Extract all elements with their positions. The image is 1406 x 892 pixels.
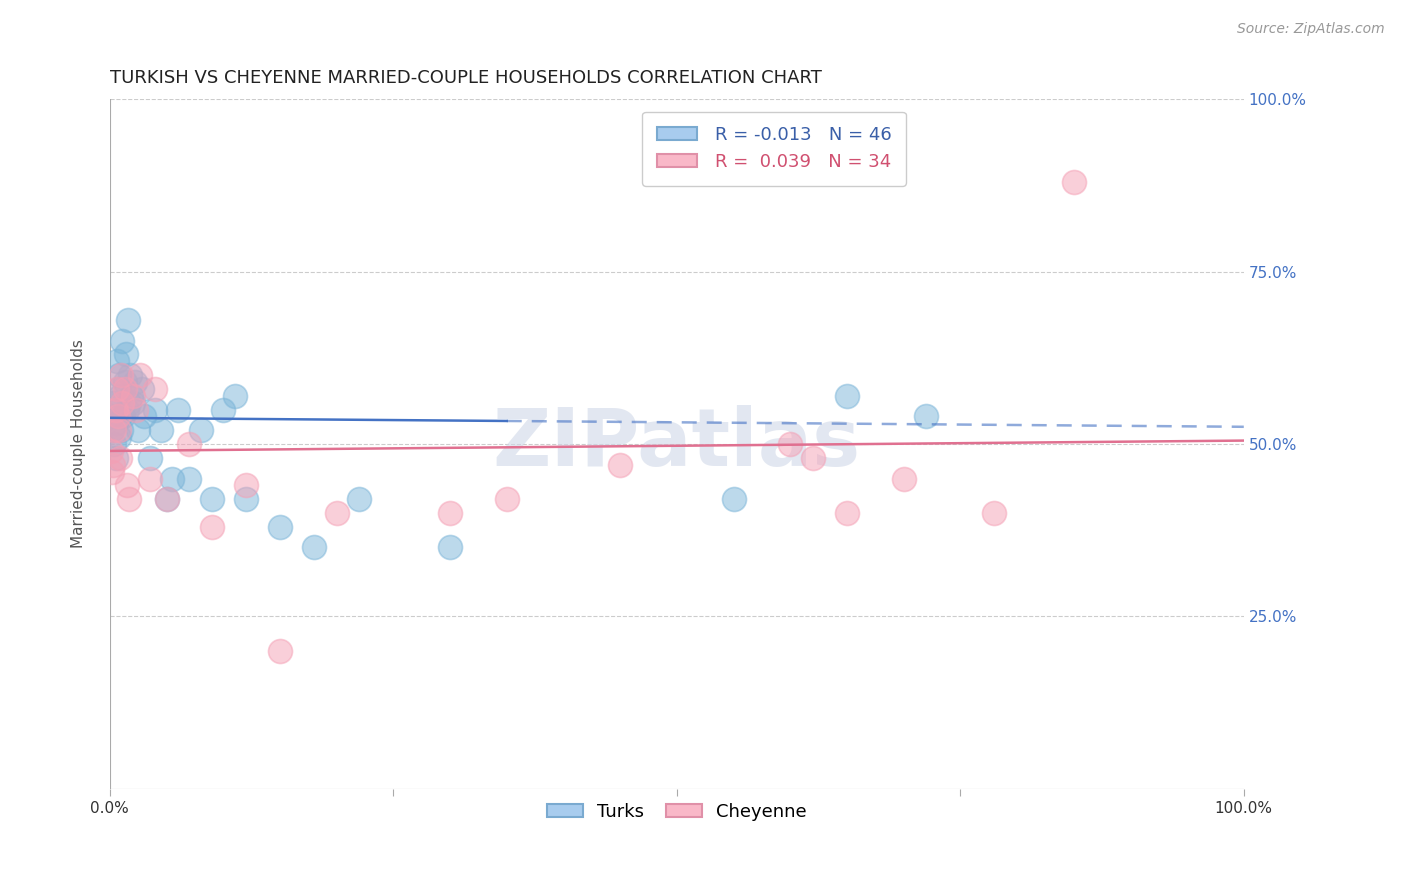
Text: Source: ZipAtlas.com: Source: ZipAtlas.com [1237, 22, 1385, 37]
Point [125, 402, 148, 417]
Point [149, 423, 172, 437]
Point [155, 492, 177, 507]
Point [495, 492, 517, 507]
Point [105, 402, 128, 417]
Point [105, 354, 128, 368]
Point [117, 313, 139, 327]
Point [179, 437, 201, 451]
Point [115, 402, 138, 417]
Point [325, 506, 347, 520]
Point [893, 471, 915, 485]
Point [108, 368, 131, 382]
Point [779, 437, 801, 451]
Point [201, 520, 224, 534]
Point [104, 450, 127, 465]
Point [155, 492, 177, 507]
Point [160, 471, 183, 485]
Point [112, 409, 135, 424]
Point [103, 437, 125, 451]
Point [104, 402, 127, 417]
Point [114, 382, 136, 396]
Point [835, 389, 858, 403]
Point [129, 368, 152, 382]
Point [110, 423, 132, 437]
Point [104, 417, 127, 431]
Point [121, 395, 143, 409]
Point [138, 471, 160, 485]
Point [269, 644, 291, 658]
Point [120, 368, 142, 382]
Point [114, 375, 136, 389]
Point [269, 520, 291, 534]
Point [121, 389, 143, 403]
Point [101, 465, 124, 479]
Point [118, 395, 141, 409]
Point [107, 382, 129, 396]
Point [201, 492, 224, 507]
Point [138, 450, 160, 465]
Point [439, 506, 461, 520]
Point [131, 382, 153, 396]
Point [190, 423, 212, 437]
Point [1063, 175, 1085, 189]
Point [439, 541, 461, 555]
Point [108, 389, 131, 403]
Point [107, 409, 129, 424]
Point [108, 450, 131, 465]
Point [235, 492, 257, 507]
Text: ZIPatlas: ZIPatlas [492, 405, 860, 483]
Point [100, 444, 122, 458]
Point [723, 492, 745, 507]
Point [111, 395, 134, 409]
Point [103, 395, 125, 409]
Point [111, 334, 134, 348]
Point [114, 347, 136, 361]
Point [108, 423, 131, 437]
Point [983, 506, 1005, 520]
Point [120, 389, 142, 403]
Point [118, 492, 141, 507]
Point [124, 375, 146, 389]
Legend: Turks, Cheyenne: Turks, Cheyenne [540, 796, 814, 828]
Point [103, 458, 125, 472]
Point [103, 423, 125, 437]
Point [110, 368, 132, 382]
Point [179, 471, 201, 485]
Point [212, 402, 235, 417]
Point [915, 409, 938, 424]
Point [349, 492, 371, 507]
Point [143, 382, 166, 396]
Point [105, 382, 128, 396]
Point [115, 478, 138, 492]
Point [224, 389, 246, 403]
Point [235, 478, 257, 492]
Point [609, 458, 631, 472]
Y-axis label: Married-couple Households: Married-couple Households [72, 340, 86, 549]
Point [835, 506, 858, 520]
Point [167, 402, 190, 417]
Point [108, 430, 131, 444]
Point [101, 423, 124, 437]
Point [143, 402, 166, 417]
Point [132, 409, 155, 424]
Text: TURKISH VS CHEYENNE MARRIED-COUPLE HOUSEHOLDS CORRELATION CHART: TURKISH VS CHEYENNE MARRIED-COUPLE HOUSE… [110, 69, 821, 87]
Point [127, 423, 149, 437]
Point [302, 541, 325, 555]
Point [801, 450, 824, 465]
Point [100, 409, 122, 424]
